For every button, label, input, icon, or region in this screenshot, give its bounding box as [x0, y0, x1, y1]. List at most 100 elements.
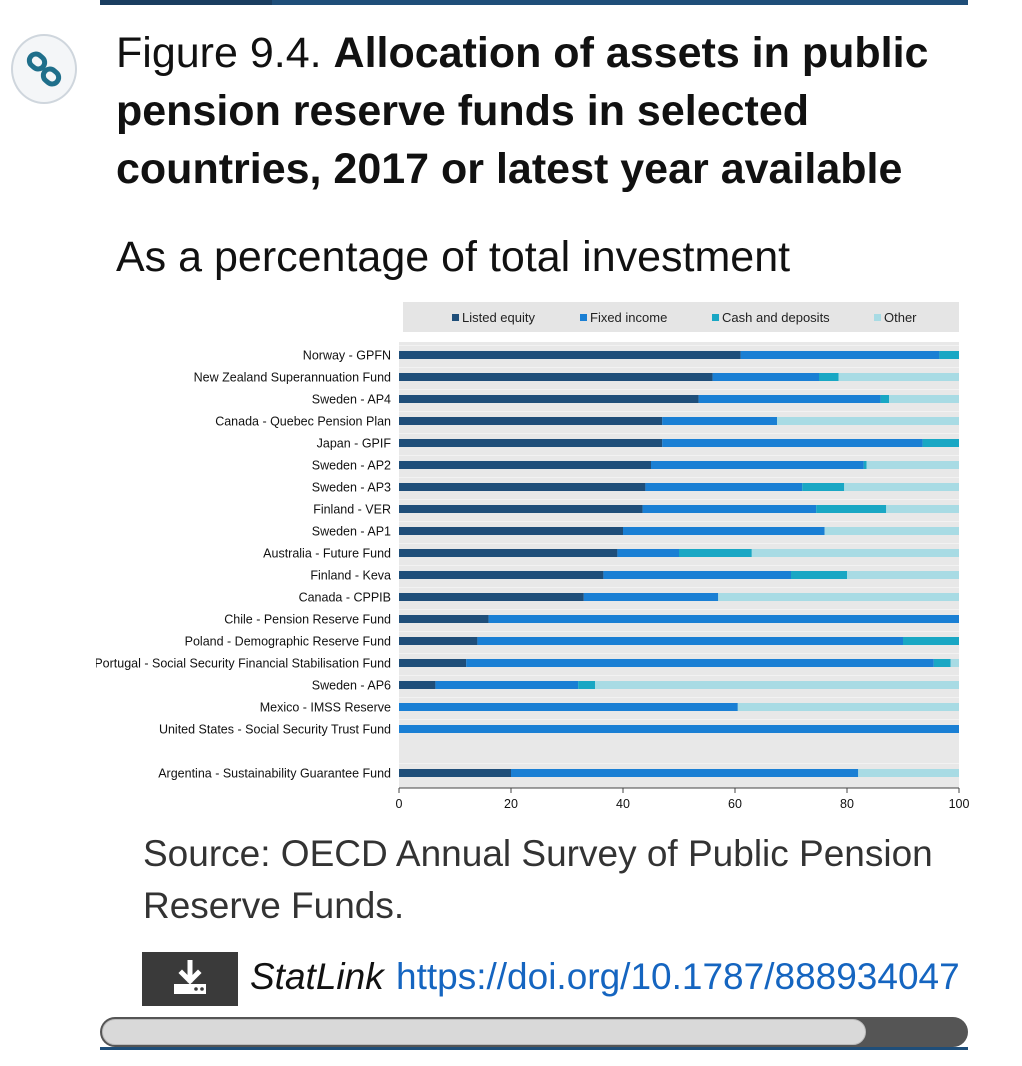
- legend-swatch-3: [874, 314, 881, 321]
- bar-segment: [399, 417, 663, 425]
- category-label: Portugal - Social Security Financial Sta…: [96, 657, 391, 671]
- bar-segment: [939, 351, 959, 359]
- bar-segment: [880, 395, 889, 403]
- bar-segment: [477, 637, 903, 645]
- bar-segment: [511, 769, 859, 777]
- bar-segment: [863, 461, 867, 469]
- legend-swatch-1: [580, 314, 587, 321]
- bar-segment: [399, 703, 738, 711]
- category-label: Chile - Pension Reserve Fund: [224, 613, 391, 627]
- row-separator: [399, 631, 959, 632]
- bar-segment: [399, 681, 436, 689]
- bar-segment: [751, 549, 959, 557]
- category-label: Mexico - IMSS Reserve: [260, 701, 391, 715]
- chart-bars: [399, 345, 959, 777]
- bar-segment: [583, 593, 719, 601]
- bar-segment: [603, 571, 791, 579]
- category-label: Japan - GPIF: [317, 437, 392, 451]
- x-tick-label: 0: [396, 797, 403, 811]
- category-label: Finland - VER: [313, 503, 391, 517]
- bottom-rule: [100, 1047, 968, 1050]
- bar-segment: [718, 593, 959, 601]
- x-tick-label: 80: [840, 797, 854, 811]
- bar-segment: [488, 615, 959, 623]
- bar-segment: [399, 615, 489, 623]
- legend-label-3: Other: [884, 310, 917, 325]
- bar-segment: [866, 461, 959, 469]
- bar-segment: [645, 483, 803, 491]
- bar-segment: [844, 483, 959, 491]
- link-icon: [26, 51, 62, 87]
- bar-segment: [435, 681, 579, 689]
- bar-segment: [737, 703, 959, 711]
- bar-segment: [399, 527, 623, 535]
- category-label: Canada - CPPIB: [299, 591, 391, 605]
- category-labels: Norway - GPFN New Zealand Superannuation …: [96, 349, 391, 781]
- legend-swatch-2: [712, 314, 719, 321]
- legend-swatch-0: [452, 314, 459, 321]
- bar-segment: [698, 395, 881, 403]
- row-separator: [399, 389, 959, 390]
- bar-segment: [399, 395, 699, 403]
- row-separator: [399, 587, 959, 588]
- figure-title: Figure 9.4. Allocation of assets in publ…: [116, 24, 976, 198]
- bar-segment: [712, 373, 819, 381]
- download-icon: [174, 960, 206, 994]
- legend-label-0: Listed equity: [462, 310, 535, 325]
- chart-legend: Listed equity Fixed income Cash and deposi…: [452, 310, 917, 325]
- bar-segment: [399, 593, 584, 601]
- download-button[interactable]: [142, 952, 238, 1006]
- bar-segment: [824, 527, 959, 535]
- bar-segment: [933, 659, 951, 667]
- bar-segment: [595, 681, 959, 689]
- bar-segment: [858, 769, 959, 777]
- figure-name: Allocation of assets in public pension r…: [116, 29, 929, 193]
- bar-segment: [399, 659, 467, 667]
- category-label: Poland - Demographic Reserve Fund: [185, 635, 391, 649]
- category-label: Sweden - AP6: [312, 679, 391, 693]
- bar-segment: [642, 505, 817, 513]
- category-label: Sweden - AP3: [312, 481, 391, 495]
- row-separator: [399, 345, 959, 346]
- row-separator: [399, 653, 959, 654]
- row-separator: [399, 675, 959, 676]
- bar-segment: [740, 351, 940, 359]
- category-label: Finland - Keva: [310, 569, 391, 583]
- x-tick-label: 60: [728, 797, 742, 811]
- row-separator: [399, 433, 959, 434]
- statlink-url[interactable]: https://doi.org/10.1787/888934047: [396, 956, 960, 997]
- bar-segment: [651, 461, 864, 469]
- figure-number: Figure 9.4.: [116, 29, 322, 77]
- source-note: Source: OECD Annual Survey of Public Pen…: [143, 833, 933, 926]
- category-label: United States - Social Security Trust Fu…: [159, 723, 391, 737]
- bar-segment: [777, 417, 959, 425]
- bar-segment: [399, 461, 651, 469]
- category-label: Sweden - AP4: [312, 393, 391, 407]
- category-label: Canada - Quebec Pension Plan: [215, 415, 391, 429]
- bar-segment: [819, 373, 839, 381]
- bar-chart: Listed equity Fixed income Cash and deposi…: [96, 302, 969, 811]
- bar-segment: [399, 637, 478, 645]
- horizontal-scrollbar-thumb[interactable]: [102, 1019, 866, 1045]
- category-label: New Zealand Superannuation Fund: [194, 371, 391, 385]
- bar-segment: [662, 439, 923, 447]
- category-label: Argentina - Sustainability Guarantee Fun…: [158, 767, 391, 781]
- top-rule: [100, 0, 968, 5]
- bar-segment: [950, 659, 959, 667]
- category-label: Sweden - AP2: [312, 459, 391, 473]
- bar-segment: [399, 725, 959, 733]
- bar-segment: [466, 659, 934, 667]
- bar-segment: [399, 373, 713, 381]
- link-button[interactable]: [11, 34, 77, 104]
- bar-segment: [802, 483, 845, 491]
- row-separator: [399, 411, 959, 412]
- bar-segment: [399, 769, 511, 777]
- category-label: Sweden - AP1: [312, 525, 391, 539]
- legend-background: [403, 302, 959, 332]
- bar-segment: [838, 373, 959, 381]
- bar-segment: [399, 483, 646, 491]
- bar-segment: [662, 417, 777, 425]
- top-rule-accent: [100, 0, 272, 5]
- bar-segment: [922, 439, 959, 447]
- bar-segment: [903, 637, 959, 645]
